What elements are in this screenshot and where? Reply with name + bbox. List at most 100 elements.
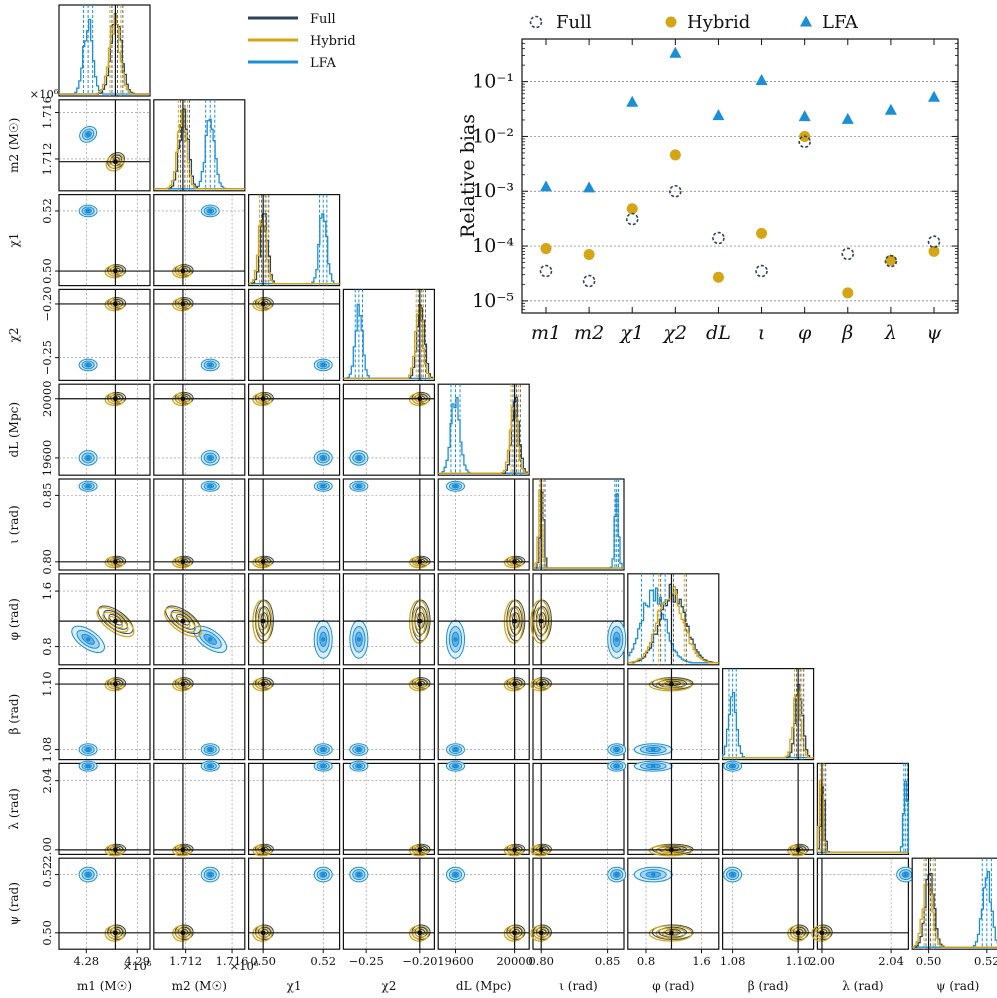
full-contour <box>411 924 431 941</box>
full-marker <box>669 184 682 198</box>
panel-4-4 <box>437 383 530 476</box>
hybrid-contour <box>175 679 190 690</box>
x-scale-marker-m1: ×10⁶ <box>123 959 152 973</box>
legend-label-hybrid: Hybrid <box>310 34 356 49</box>
x-axis-label-8: λ (rad) <box>842 979 883 993</box>
y-tick-label-5-1: 0.85 <box>40 483 54 509</box>
y-axis-label-7: β (rad) <box>7 694 21 735</box>
lfa-marker <box>884 103 897 115</box>
panel-9-1: 1.712 1.716 <box>153 857 249 968</box>
panel-frame <box>153 99 246 192</box>
x-tick-label-7-0: 1.08 <box>720 954 746 968</box>
panel-1-0: 1.712 1.716 <box>40 96 151 192</box>
full-marker <box>539 264 553 278</box>
hybrid-contour <box>787 844 808 857</box>
panel-frame <box>721 762 815 856</box>
hybrid-contour <box>408 556 430 569</box>
panel-9-5: 0.80 0.85 <box>528 857 627 968</box>
panel-frame <box>816 857 910 950</box>
hybrid-contour <box>104 392 125 407</box>
hybrid-contour <box>655 846 686 855</box>
panel-4-3 <box>342 383 435 476</box>
lfa-center <box>208 455 213 461</box>
lfa-center <box>208 637 213 642</box>
hybrid-contour <box>530 677 551 692</box>
panel-frame <box>58 288 151 381</box>
y-axis-label-2: χ1 <box>7 233 21 248</box>
panel-3-2 <box>248 288 341 381</box>
full-contour <box>651 924 694 941</box>
hybrid-contour <box>411 679 427 690</box>
full-contour <box>110 926 124 938</box>
hybrid-contour <box>163 606 202 638</box>
x-tick-label-2-1: 0.52 <box>310 954 336 968</box>
y-tick-label-1-0: 1.712 <box>40 142 54 175</box>
full-contour <box>257 926 271 938</box>
hybrid-contour <box>661 929 680 937</box>
bias-y-tick-label-3: 10⁻² <box>472 125 514 147</box>
hybrid-contour <box>104 844 125 857</box>
bias-x-tick-label-8: λ <box>884 322 897 344</box>
panel-8-1 <box>153 760 246 857</box>
y-tick-label-3-0: −0.25 <box>40 340 54 375</box>
panel-7-5 <box>530 667 627 761</box>
y-tick-label-4-1: 20000 <box>40 380 54 417</box>
panel-5-5 <box>532 478 625 571</box>
bias-y-tick-label-4: 10⁻¹ <box>472 71 514 93</box>
panel-7-0: 1.08 1.10 <box>40 667 151 762</box>
panel-frame <box>437 383 530 476</box>
hybrid-contour <box>175 846 190 855</box>
lfa-center <box>651 747 656 752</box>
hybrid-contour <box>102 611 129 633</box>
panel-9-6: 0.8 1.6 <box>627 857 720 968</box>
x-tick-label-8-1: 2.04 <box>878 954 904 968</box>
full-marker <box>712 231 725 245</box>
hybrid-contour <box>172 297 193 312</box>
full-contour <box>110 393 124 403</box>
bias-legend-label-0: Full <box>556 12 592 33</box>
y-scale-marker: ×10⁶ <box>30 87 59 101</box>
full-contour <box>107 152 126 169</box>
full-contour <box>535 679 550 688</box>
hybrid-contour <box>648 925 693 942</box>
bias-x-tick-label-0: m1 <box>531 322 561 344</box>
x-tick-label-4-1: 20000 <box>496 954 533 968</box>
hybrid-contour <box>811 925 832 942</box>
full-marker <box>798 135 811 149</box>
lfa-center <box>614 872 619 877</box>
hybrid-contour <box>252 677 273 692</box>
y-axis-label-9: ψ (rad) <box>7 882 21 925</box>
bias-x-tick-label-5: ι <box>758 322 765 344</box>
panel-5-3 <box>342 478 435 571</box>
panel-3-3 <box>342 288 435 381</box>
hybrid-contour <box>533 846 548 855</box>
x-tick-label-2-0: 0.50 <box>250 954 276 968</box>
panel-frame <box>153 857 246 950</box>
lfa-center <box>321 362 326 368</box>
bias-legend-hybrid-marker <box>665 16 677 28</box>
panel-5-1 <box>153 478 246 571</box>
lfa-center <box>903 872 908 877</box>
lfa-center <box>85 362 91 368</box>
hybrid-contour <box>104 925 125 942</box>
hybrid-contour <box>175 266 190 277</box>
bias-x-tick-label-2: χ1 <box>618 322 644 344</box>
hybrid-contour <box>530 925 551 942</box>
full-contour <box>177 926 191 938</box>
bias-x-tick-label-1: m2 <box>574 322 604 344</box>
corner-legend: Full Hybrid LFA <box>248 12 356 71</box>
panel-1-1 <box>153 99 246 192</box>
y-tick-label-8-1: 2.04 <box>40 768 54 794</box>
hybrid-contour <box>252 844 273 857</box>
hybrid-histogram <box>816 780 909 854</box>
hybrid-contour <box>793 929 802 937</box>
panel-frame <box>58 99 151 192</box>
panel-frame <box>58 857 151 950</box>
y-tick-label-1-1: 1.716 <box>40 96 54 129</box>
panel-frame <box>58 667 151 761</box>
x-tick-label-0-0: 4.28 <box>73 954 99 968</box>
y-axis-label-4: dL (Mpc) <box>7 402 21 458</box>
lfa-center <box>453 484 458 489</box>
panel-8-7 <box>721 760 815 857</box>
